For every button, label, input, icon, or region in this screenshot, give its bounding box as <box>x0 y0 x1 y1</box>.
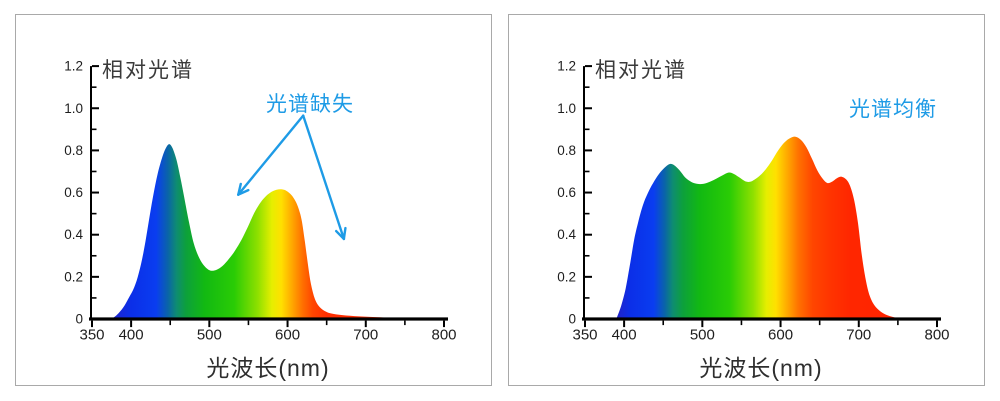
y-tick-label: 0.8 <box>64 143 83 158</box>
y-minor-tick <box>585 254 590 257</box>
x-tick-label: 400 <box>119 327 144 344</box>
x-minor-tick <box>818 320 821 326</box>
x-minor-tick <box>404 320 406 326</box>
y-major-tick <box>92 107 99 110</box>
y-tick-label: 0.6 <box>557 185 576 200</box>
y-major-tick <box>92 233 99 236</box>
x-major-tick <box>779 320 782 328</box>
y-tick-label: 0.4 <box>64 227 83 242</box>
x-major-tick <box>443 320 445 328</box>
annotation-arrow <box>237 114 305 196</box>
y-major-tick <box>92 318 99 320</box>
y-major-tick <box>92 65 99 68</box>
x-tick-label: 350 <box>572 327 597 344</box>
x-major-tick <box>623 320 626 328</box>
y-major-tick <box>585 233 592 236</box>
x-major-tick <box>701 320 704 328</box>
x-minor-tick <box>247 320 250 326</box>
y-tick-label: 0 <box>568 312 576 327</box>
x-major-tick <box>286 320 289 328</box>
axes <box>582 65 941 328</box>
x-tick-label: 500 <box>197 327 222 344</box>
y-minor-tick <box>585 128 590 131</box>
y-minor-tick <box>92 297 97 299</box>
x-major-tick <box>130 320 133 328</box>
chart-title: 相对光谱 <box>102 59 194 82</box>
y-tick-label: 0.6 <box>64 185 83 200</box>
spectrum-panel-deficient: 0 0.2 0.4 0.6 0.8 1.0 1.2 350 400 500 600 700 800 相对… <box>15 14 492 386</box>
chart-title: 相对光谱 <box>595 59 687 82</box>
x-tick-label: 800 <box>924 327 949 344</box>
x-tick-label: 400 <box>612 327 637 344</box>
y-tick-label: 1.0 <box>557 101 576 116</box>
y-major-tick <box>585 275 592 278</box>
x-major-tick <box>584 320 586 328</box>
y-minor-tick <box>92 212 97 215</box>
y-minor-tick <box>92 254 97 257</box>
x-major-tick <box>208 320 211 328</box>
x-tick-label: 500 <box>690 327 715 344</box>
y-tick-label: 0.8 <box>557 143 576 158</box>
y-major-tick <box>585 318 592 320</box>
x-minor-tick <box>897 320 899 326</box>
y-tick-label: 1.2 <box>64 59 83 74</box>
x-minor-tick <box>662 320 665 326</box>
x-axis-label: 光波长(nm) <box>206 355 330 381</box>
spectrum-chart-deficient: 0 0.2 0.4 0.6 0.8 1.0 1.2 350 400 500 600 700 800 <box>64 59 456 344</box>
axes <box>89 65 448 328</box>
annotation-spectrum-missing: 光谱缺失 <box>266 93 354 116</box>
y-tick-label: 1.2 <box>557 59 576 74</box>
x-tick-label: 350 <box>79 327 104 344</box>
y-minor-tick <box>92 128 97 131</box>
x-axis-label: 光波长(nm) <box>699 355 823 381</box>
x-major-tick <box>91 320 93 328</box>
y-minor-tick <box>585 212 590 215</box>
y-major-tick <box>92 275 99 278</box>
x-major-tick <box>857 320 860 328</box>
y-minor-tick <box>92 170 97 173</box>
x-major-tick <box>364 320 367 328</box>
x-tick-label: 600 <box>768 327 793 344</box>
spectrum-curve <box>111 144 444 319</box>
y-major-tick <box>585 149 592 152</box>
spectrum-chart-balanced: 0 0.2 0.4 0.6 0.8 1.0 1.2 350 400 500 600 700 800 <box>557 59 949 344</box>
y-tick-label: 0.2 <box>557 269 576 284</box>
annotation-spectrum-balanced: 光谱均衡 <box>849 98 937 121</box>
x-minor-tick <box>325 320 328 326</box>
y-major-tick <box>585 107 592 110</box>
x-tick-label: 700 <box>353 327 378 344</box>
y-minor-tick <box>585 170 590 173</box>
x-tick-label: 700 <box>846 327 871 344</box>
x-tick-label: 800 <box>431 327 456 344</box>
y-major-tick <box>585 191 592 194</box>
y-tick-label: 0.4 <box>557 227 576 242</box>
x-tick-label: 600 <box>275 327 300 344</box>
y-major-tick <box>585 65 592 68</box>
y-major-tick <box>92 191 99 194</box>
y-tick-label: 1.0 <box>64 101 83 116</box>
x-minor-tick <box>740 320 743 326</box>
y-major-tick <box>92 149 99 152</box>
y-tick-label: 0.2 <box>64 269 83 284</box>
annotation-arrow <box>302 114 347 241</box>
y-minor-tick <box>585 86 590 88</box>
spectrum-panel-balanced: 0 0.2 0.4 0.6 0.8 1.0 1.2 350 400 500 600 700 800 相对… <box>508 14 985 386</box>
x-major-tick <box>936 320 938 328</box>
y-minor-tick <box>585 297 590 299</box>
y-tick-label: 0 <box>75 312 83 327</box>
y-minor-tick <box>92 86 97 88</box>
x-minor-tick <box>169 320 172 326</box>
spectrum-curve <box>616 136 906 319</box>
